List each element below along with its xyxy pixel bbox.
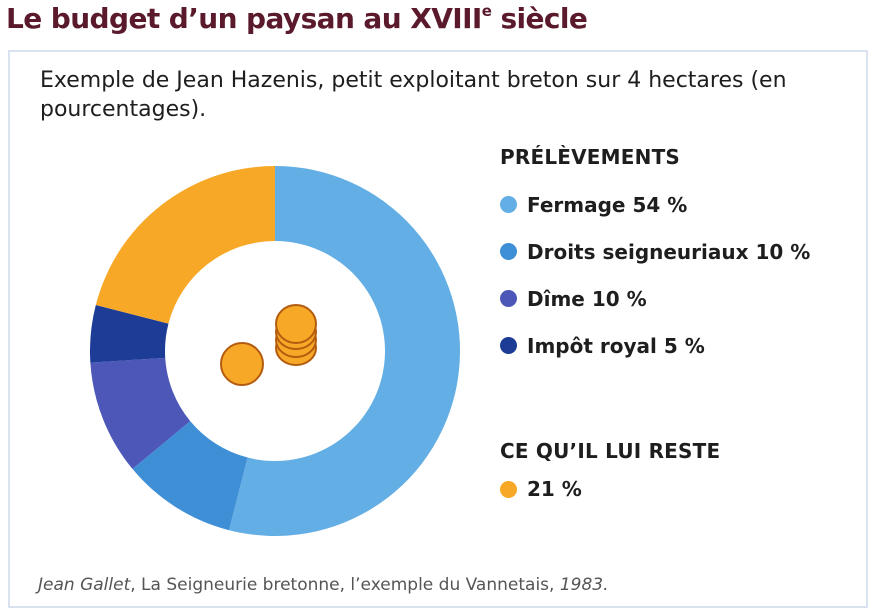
legend-label: Impôt royal 5 % (527, 333, 705, 358)
legend-dot (500, 337, 517, 354)
title-superscript: e (481, 2, 492, 20)
donut-slice-impot-royal (90, 304, 169, 363)
donut-slice-droits-seigneuriaux (132, 421, 248, 531)
legend-label: Dîme 10 % (527, 286, 647, 311)
donut-slice-dime (90, 357, 191, 469)
source-year-sep: , (549, 575, 560, 595)
source-title: La Seigneurie bretonne, l’exemple du Van… (141, 575, 550, 595)
title-end: siècle (491, 2, 588, 35)
donut-slice-fermage (228, 166, 460, 536)
legend-item-fermage: Fermage 54 % (500, 181, 810, 228)
legend-dot (500, 196, 517, 213)
page-title: Le budget d’un paysan au XVIIIe siècle (6, 2, 588, 35)
source-sep: , (130, 575, 142, 595)
legend-dot (500, 480, 517, 498)
legend-label: 21 % (527, 477, 582, 501)
legend-label: Droits seigneuriaux 10 % (527, 239, 811, 264)
chart-intro: Exemple de Jean Hazenis, petit exploitan… (40, 68, 787, 122)
legend-title-prelevements: PRÉLÈVEMENTS (500, 145, 681, 169)
legend-item-reste: 21 % (500, 471, 810, 507)
source-author: Jean Gallet (38, 575, 131, 595)
legend-label: Fermage 54 % (527, 192, 688, 217)
donut-chart (90, 166, 460, 536)
title-main: Le budget d’un paysan au XVIII (6, 2, 482, 35)
legend-title-reste: CE QU’IL LUI RESTE (500, 439, 721, 463)
legend-dot (500, 243, 517, 260)
coins-icon (220, 304, 317, 386)
legend: PRÉLÈVEMENTS Fermage 54 % Droits seigneu… (500, 145, 810, 507)
legend-item-impot-royal: Impôt royal 5 % (500, 322, 810, 369)
source-citation: Jean Gallet, La Seigneurie bretonne, l’e… (38, 575, 609, 595)
source-year: 1983. (559, 575, 609, 595)
legend-item-droits-seigneuriaux: Droits seigneuriaux 10 % (500, 228, 810, 275)
legend-item-dime: Dîme 10 % (500, 275, 810, 322)
legend-dot (500, 290, 517, 307)
donut-slice-reste (95, 166, 275, 324)
